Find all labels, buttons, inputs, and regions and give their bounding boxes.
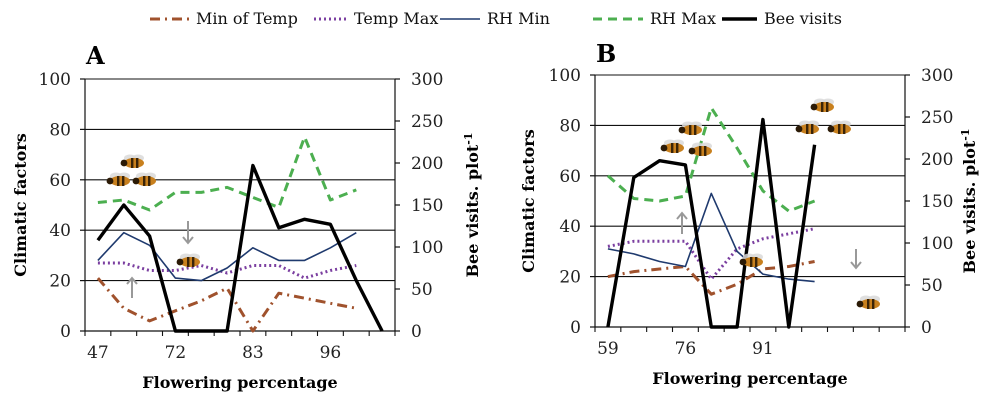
y-tick-label: 100 [39, 70, 71, 90]
y2-axis-title-sup: -1 [959, 128, 972, 140]
legend-label-rh-max: RH Max [650, 9, 716, 28]
y2-tick-label: 300 [411, 70, 443, 90]
panel-a: 0 20 40 60 80 100 0 50 100 150 200 250 300 47 72 83 96 Cl… [11, 41, 482, 392]
arrow-icon [850, 249, 862, 270]
y2-tick-label: 0 [921, 318, 932, 338]
bee-icon [660, 139, 684, 153]
y2-tick-label: 200 [411, 154, 443, 174]
y-tick-label: 0 [60, 322, 71, 342]
bee-icon [827, 120, 851, 134]
x-tick-label: 83 [242, 343, 264, 363]
y-tick-label: 40 [559, 217, 581, 237]
y2-tick-label: 0 [411, 322, 422, 342]
arrow-icon [676, 211, 688, 234]
y2-tick-label: 300 [921, 66, 953, 86]
legend-label-rh-min: RH Min [487, 9, 550, 28]
x-axis-title: Flowering percentage [652, 369, 847, 388]
bee-icon [810, 98, 834, 112]
legend-label-bee-visits: Bee visits [764, 9, 842, 28]
bee-icon [106, 172, 130, 186]
legend-label-min-temp: Min of Temp [196, 9, 298, 28]
legend: Min of Temp Temp Max RH Min RH Max Bee visit… [150, 9, 842, 28]
series-line-rh-min [607, 192, 815, 283]
series-line-bee-visits [606, 117, 817, 329]
series-line-rh-max [97, 135, 357, 212]
y-tick-label: 80 [559, 116, 581, 136]
y-tick-label: 80 [49, 120, 71, 140]
bee-icon [120, 154, 144, 168]
arrow-icon [182, 221, 194, 245]
y-axis-title: Climatic factors [11, 133, 30, 276]
y-tick-label: 0 [570, 318, 581, 338]
y-tick-label: 40 [49, 221, 71, 241]
bee-icon [678, 121, 702, 135]
y2-tick-label: 50 [921, 276, 943, 296]
bee-icon [739, 253, 763, 267]
x-tick-label: 59 [597, 339, 619, 359]
series-line-rh-min [97, 231, 357, 282]
x-tick-label: 47 [87, 343, 109, 363]
panel-b: 0 20 40 60 80 100 0 50 100 150 200 250 300 59 76 91 Clim… [519, 39, 979, 388]
x-tick-label: 76 [675, 339, 697, 359]
panel-label: A [85, 41, 105, 70]
y-tick-label: 20 [49, 272, 71, 292]
bee-icon [688, 142, 712, 156]
y2-tick-label: 100 [411, 238, 443, 258]
y2-tick-label: 250 [921, 108, 953, 128]
y2-tick-label: 250 [411, 112, 443, 132]
legend-label-temp-max: Temp Max [354, 9, 438, 28]
y2-tick-label: 200 [921, 150, 953, 170]
bee-icon [176, 253, 200, 267]
bee-icon [795, 120, 819, 134]
y2-tick-label: 150 [921, 192, 953, 212]
y2-tick-label: 100 [921, 234, 953, 254]
x-tick-label: 91 [752, 339, 774, 359]
y-tick-label: 60 [559, 167, 581, 187]
y-tick-label: 20 [559, 268, 581, 288]
y2-axis-title: Bee visits. plot-1 [462, 132, 482, 277]
bee-icon [856, 295, 880, 309]
y2-tick-label: 150 [411, 196, 443, 216]
bee-icon [132, 172, 156, 186]
x-axis-title: Flowering percentage [142, 373, 337, 392]
x-tick-label: 72 [165, 343, 187, 363]
y-tick-label: 100 [549, 66, 581, 86]
y-axis-title: Climatic factors [519, 129, 538, 272]
y2-tick-label: 50 [411, 280, 433, 300]
x-tick-label: 96 [320, 343, 342, 363]
y-tick-label: 60 [49, 171, 71, 191]
series-line-temp-max [97, 261, 357, 280]
series-line-bee-visits [96, 163, 384, 333]
panel-label: B [596, 39, 616, 68]
y2-axis-title: Bee visits. plot-1 [959, 128, 979, 273]
arrow-icon [126, 276, 138, 298]
y2-axis-title-sup: -1 [462, 132, 475, 144]
